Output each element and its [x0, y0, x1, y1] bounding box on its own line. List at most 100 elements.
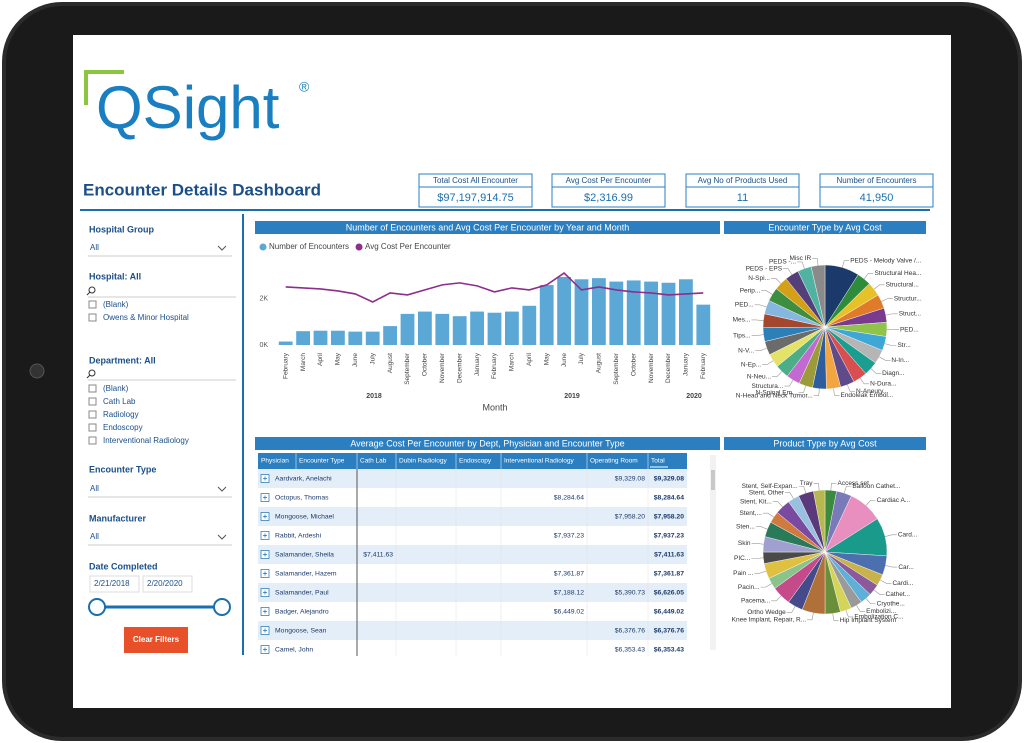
- date-box[interactable]: [142, 575, 193, 593]
- x-tick-label: February: [491, 352, 498, 379]
- checkbox-label[interactable]: Owens & Minor Hospital: [103, 313, 189, 322]
- bar: [278, 341, 293, 345]
- table-row: [258, 488, 687, 507]
- date-box[interactable]: [89, 575, 140, 593]
- column-header[interactable]: Encounter Type: [299, 458, 345, 465]
- cost-cell: $7,958.20: [615, 513, 645, 520]
- column-header[interactable]: Operating Room: [590, 458, 638, 465]
- leader-line: [786, 606, 796, 613]
- bar: [383, 326, 397, 345]
- column-header[interactable]: Physician: [261, 458, 289, 465]
- pie-label: N-V...: [738, 347, 754, 354]
- dropdown-chevron[interactable]: [217, 534, 227, 540]
- expand-icon[interactable]: [263, 609, 267, 614]
- cost-cell: $9,329.08: [654, 475, 684, 482]
- dropdown-value[interactable]: All: [90, 532, 99, 541]
- column-header[interactable]: Total: [651, 458, 665, 465]
- checkbox[interactable]: [88, 423, 97, 432]
- pie-label: Embolization C...: [854, 614, 903, 621]
- bar: [452, 316, 467, 345]
- dropdown-chevron[interactable]: [217, 486, 227, 492]
- leader-line: [751, 334, 764, 336]
- checkbox-label[interactable]: Radiology: [103, 410, 139, 419]
- expand-icon[interactable]: [263, 495, 267, 500]
- clear-filters-label[interactable]: Clear Filters: [133, 635, 180, 644]
- physician-name: Octopus, Thomas: [275, 494, 329, 501]
- bar: [418, 311, 432, 345]
- expand-icon[interactable]: [263, 552, 267, 557]
- x-tick-label: January: [683, 352, 690, 376]
- leader-line: [772, 501, 783, 508]
- pie-label: Diagn...: [882, 370, 905, 377]
- expand-icon[interactable]: [263, 533, 267, 538]
- y-tick-label: 0K: [259, 342, 268, 349]
- leader-line: [762, 512, 774, 518]
- expand-icon[interactable]: [263, 571, 267, 576]
- legend-swatch: [355, 243, 363, 251]
- checkbox-label[interactable]: (Blank): [103, 384, 129, 393]
- expand-icon[interactable]: [263, 647, 267, 652]
- pie-label: Pacin...: [738, 584, 760, 591]
- pie-label: Structura...: [752, 383, 784, 390]
- leader-line: [863, 273, 874, 280]
- leader-line: [784, 379, 794, 387]
- bar: [348, 331, 363, 345]
- bar: [679, 279, 693, 345]
- checkbox[interactable]: [88, 313, 97, 322]
- expand-icon[interactable]: [263, 514, 267, 519]
- expand-icon[interactable]: [263, 628, 267, 633]
- leader-line: [859, 377, 870, 385]
- pie-label: Access set: [837, 480, 869, 487]
- pie-label: Stent, Kit...: [740, 498, 772, 505]
- pie-label: PEDS - EPS: [746, 265, 783, 272]
- scrollbar-thumb[interactable]: [711, 470, 715, 490]
- cost-cell: $6,376.76: [654, 627, 684, 634]
- table-header-bg: [258, 453, 687, 469]
- x-tick-label: May: [543, 352, 550, 365]
- kpi-value: $97,197,914.75: [437, 192, 513, 204]
- cost-cell: $6,353.43: [654, 646, 684, 653]
- pie-label: Cryothe...: [877, 600, 905, 607]
- leader-line: [873, 284, 885, 290]
- slider-handle[interactable]: [88, 598, 106, 616]
- cost-cell: $8,284.64: [654, 494, 684, 501]
- dropdown-chevron[interactable]: [217, 245, 227, 251]
- checkbox[interactable]: [88, 300, 97, 309]
- checkbox[interactable]: [88, 384, 97, 393]
- physician-name: Mongoose, Sean: [275, 627, 327, 634]
- checkbox-label[interactable]: Interventional Radiology: [103, 436, 189, 445]
- expand-icon[interactable]: [263, 476, 267, 481]
- checkbox-label[interactable]: (Blank): [103, 300, 129, 309]
- checkbox-label[interactable]: Cath Lab: [103, 397, 136, 406]
- column-header[interactable]: Interventional Radiology: [504, 458, 574, 465]
- date-value[interactable]: 2/21/2018: [94, 579, 130, 588]
- filter-label: Encounter Type: [89, 464, 156, 474]
- checkbox[interactable]: [88, 410, 97, 419]
- dropdown-value[interactable]: All: [90, 243, 99, 252]
- clear-filters-button[interactable]: [124, 627, 188, 653]
- column-header[interactable]: Cath Lab: [360, 458, 387, 465]
- checkbox-label[interactable]: Endoscopy: [103, 423, 143, 432]
- date-value[interactable]: 2/20/2020: [147, 579, 183, 588]
- bar: [470, 311, 484, 345]
- bar: [626, 280, 641, 345]
- dropdown-value[interactable]: All: [90, 484, 99, 493]
- column-header[interactable]: Dubin Radiology: [399, 458, 447, 465]
- x-tick-label: March: [509, 353, 516, 371]
- kpi-label: Avg No of Products Used: [698, 176, 788, 185]
- leader-line: [841, 260, 850, 268]
- pie-label: Cardiac A...: [877, 497, 911, 504]
- checkbox[interactable]: [88, 397, 97, 406]
- physician-name: Mongoose, Michael: [275, 513, 334, 520]
- physician-name: Salamander, Paul: [275, 589, 329, 596]
- bar: [609, 281, 624, 345]
- kpi-label: Avg Cost Per Encounter: [566, 176, 652, 185]
- search-icon: [86, 374, 91, 379]
- expand-icon[interactable]: [263, 590, 267, 595]
- physician-name: Salamander, Sheila: [275, 551, 334, 558]
- slider-handle[interactable]: [213, 598, 231, 616]
- column-header[interactable]: Endoscopy: [459, 458, 492, 465]
- checkbox[interactable]: [88, 436, 97, 445]
- x-axis-label: Month: [482, 402, 507, 412]
- cost-cell: $6,449.02: [654, 608, 684, 615]
